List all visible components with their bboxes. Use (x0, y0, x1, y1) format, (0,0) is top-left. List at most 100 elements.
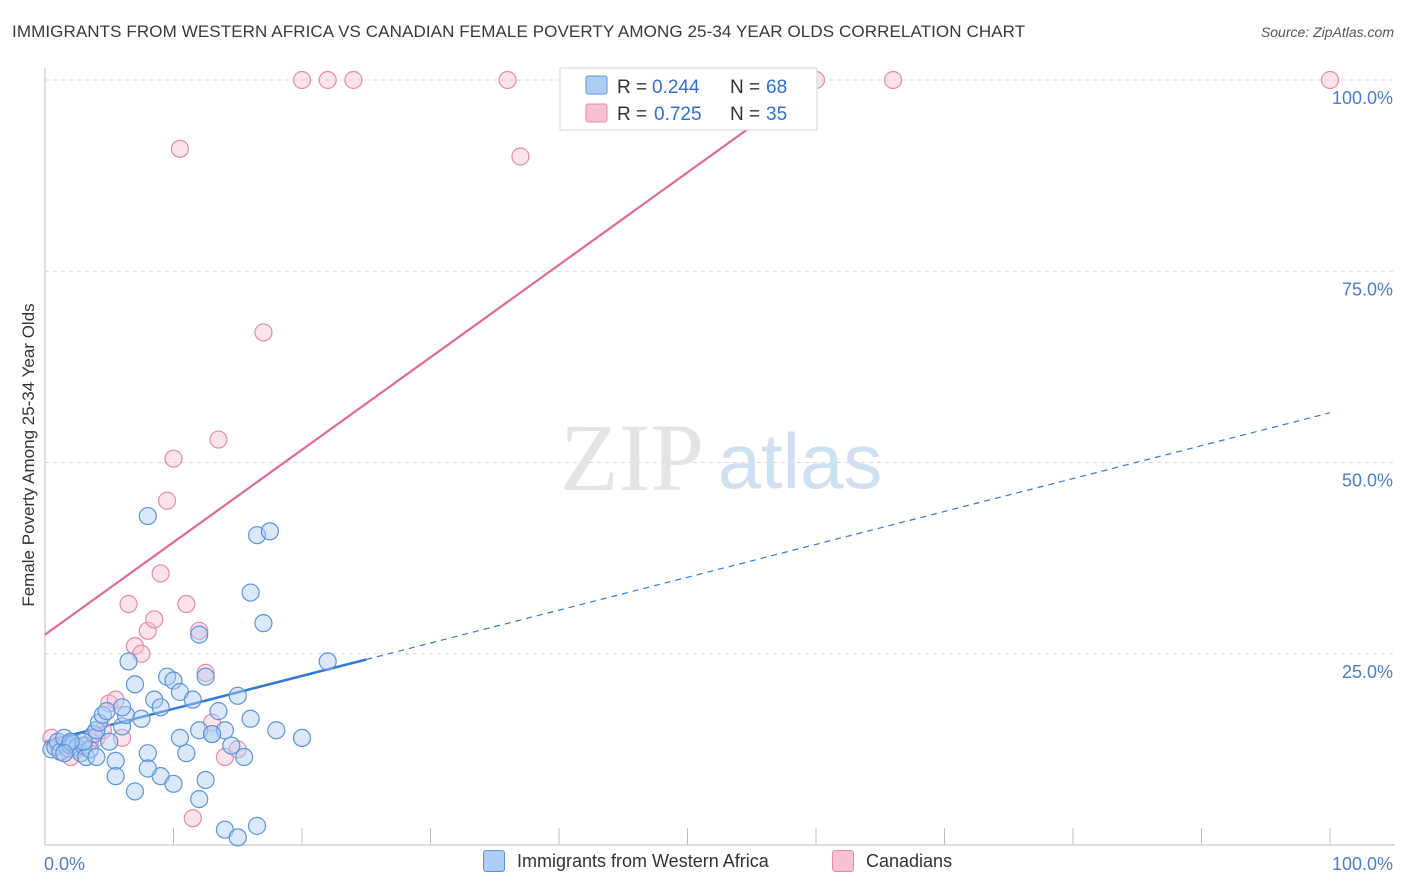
point-canadians-20 (170, 139, 190, 158)
trend-line-immigrants-extension (366, 412, 1331, 661)
axes (44, 68, 1395, 846)
point-canadians-32 (344, 70, 363, 90)
y-tick-label-2: 75.0% (1342, 279, 1393, 299)
point-immigrants-34 (196, 667, 215, 686)
tick-labels: 25.0% 50.0% 75.0% 100.0% 0.0% 100.0% (44, 88, 1393, 874)
y-tick-label-1: 50.0% (1342, 471, 1393, 491)
point-immigrants-38 (222, 736, 241, 755)
x-tick-label-0: 0.0% (44, 854, 85, 874)
legend-r-value-2: 0.725 (654, 104, 702, 125)
chart-title: IMMIGRANTS FROM WESTERN AFRICA VS CANADI… (12, 22, 1026, 41)
legend-n-value-2: 35 (766, 104, 787, 125)
legend-label-immigrants: Immigrants from Western Africa (517, 850, 769, 871)
point-immigrants-66 (61, 732, 80, 751)
legend-item-canadians: Canadians (832, 850, 952, 872)
point-immigrants-47 (190, 625, 209, 644)
legend-bottom: Immigrants from Western Africa Canadians (0, 850, 1406, 878)
point-immigrants-43 (254, 614, 273, 633)
point-immigrants-40 (235, 747, 254, 767)
point-immigrants-63 (138, 759, 157, 778)
point-immigrants-65 (202, 724, 222, 744)
point-immigrants-17 (97, 702, 116, 721)
point-canadians-31 (318, 70, 337, 90)
point-immigrants-23 (125, 675, 145, 694)
point-immigrants-62 (112, 698, 132, 717)
point-canadians-30 (292, 70, 312, 90)
point-immigrants-41 (241, 709, 260, 728)
point-immigrants-45 (267, 721, 286, 740)
point-immigrants-36 (209, 702, 228, 721)
point-immigrants-29 (164, 671, 183, 690)
point-immigrants-54 (164, 774, 183, 793)
point-immigrants-27 (151, 698, 170, 717)
y-tick-label-0: 25.0% (1342, 662, 1393, 682)
legend-n-value-1: 68 (766, 77, 787, 98)
point-canadians-37 (883, 70, 903, 90)
point-immigrants-31 (177, 744, 196, 763)
point-immigrants-46 (138, 506, 157, 526)
point-immigrants-19 (106, 751, 125, 770)
point-immigrants-59 (196, 770, 215, 790)
point-immigrants-49 (292, 728, 312, 748)
point-immigrants-61 (87, 747, 106, 767)
point-canadians-18 (157, 491, 177, 510)
point-immigrants-44 (260, 522, 279, 541)
legend-top: R = 0.244 N = 68 R = 0.725 N = 35 (559, 67, 818, 131)
legend-swatch-immigrants (483, 850, 505, 872)
trend-line-immigrants (44, 658, 367, 743)
point-immigrants-22 (119, 652, 138, 671)
point-canadians-17 (151, 564, 170, 583)
point-immigrants-39 (228, 686, 247, 705)
legend-r-label-2: R = (617, 104, 647, 125)
point-canadians-33 (498, 70, 517, 90)
point-immigrants-64 (170, 728, 190, 748)
watermark: ZIP atlas (560, 404, 882, 511)
point-immigrants-55 (190, 789, 209, 809)
point-canadians-12 (119, 594, 138, 614)
y-tick-label-3: 100.0% (1332, 88, 1393, 108)
point-immigrants-18 (100, 732, 119, 751)
watermark-zip: ZIP (560, 404, 704, 511)
point-immigrants-50 (318, 652, 337, 671)
point-canadians-23 (190, 621, 209, 640)
point-immigrants-20 (112, 717, 132, 736)
point-immigrants-53 (125, 782, 145, 801)
legend-item-immigrants: Immigrants from Western Africa (483, 850, 769, 872)
point-immigrants-52 (106, 767, 125, 786)
gridlines (45, 79, 1395, 655)
point-immigrants-57 (228, 828, 247, 847)
legend-swatch-pink (585, 103, 608, 123)
point-immigrants-24 (132, 709, 151, 728)
legend-swatch-canadians (832, 850, 854, 872)
y-axis-label: Female Poverty Among 25-34 Year Olds (19, 303, 38, 606)
point-immigrants-32 (183, 690, 202, 709)
legend-n-label-1: N = (730, 77, 760, 98)
legend-label-canadians: Canadians (866, 850, 953, 871)
point-canadians-34 (511, 147, 530, 166)
point-immigrants-60 (74, 732, 93, 751)
point-immigrants-25 (138, 744, 157, 763)
trend-lines (44, 79, 1331, 743)
x-tick-label-1: 100.0% (1332, 854, 1393, 874)
data-points (42, 70, 1340, 847)
point-immigrants-58 (247, 816, 267, 835)
point-canadians-29 (254, 323, 273, 342)
legend-r-value-1: 0.244 (652, 77, 700, 98)
trend-line-canadians (44, 79, 817, 636)
point-canadians-19 (164, 449, 183, 468)
source-label: Source: ZipAtlas.com (1260, 24, 1394, 40)
point-canadians-38 (1320, 70, 1340, 90)
legend-swatch-blue (585, 75, 608, 95)
point-canadians-22 (183, 809, 202, 828)
point-canadians-15 (138, 621, 157, 640)
legend-n-label-2: N = (730, 104, 760, 125)
legend-r-label-1: R = (617, 77, 647, 98)
watermark-atlas: atlas (718, 417, 883, 505)
point-canadians-24 (196, 663, 215, 682)
point-immigrants-48 (241, 583, 260, 602)
point-canadians-21 (177, 594, 196, 614)
point-immigrants-67 (55, 744, 74, 763)
point-canadians-26 (209, 430, 228, 449)
point-canadians-16 (145, 610, 164, 629)
